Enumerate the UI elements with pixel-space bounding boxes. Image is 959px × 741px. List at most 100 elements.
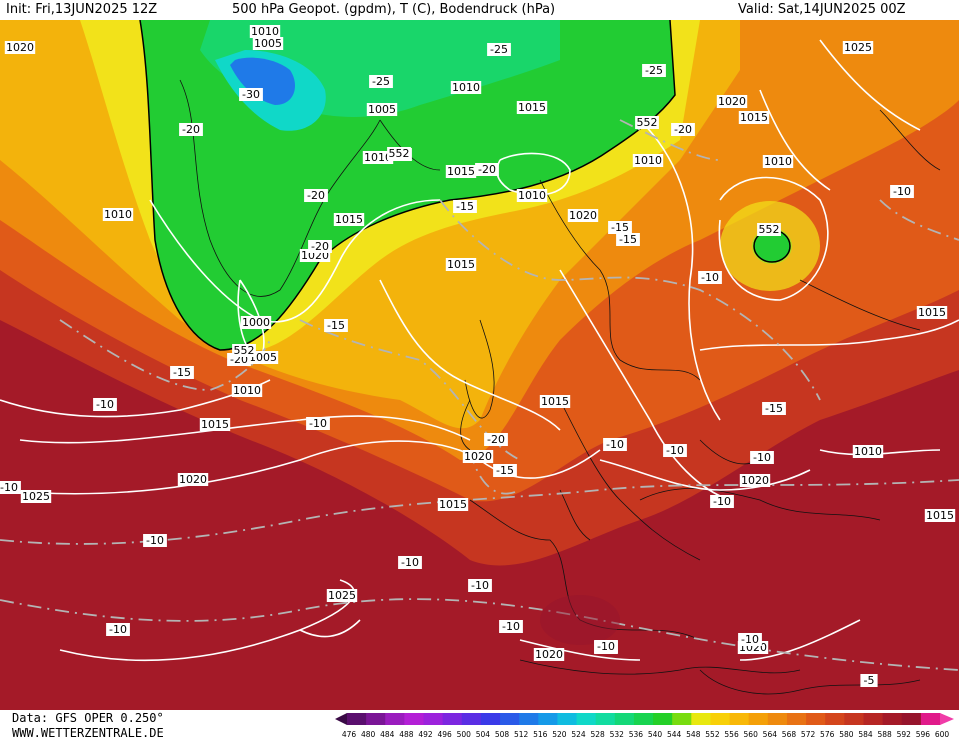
data-source: Data: GFS OPER 0.250° [12,711,164,725]
temperature-label-box [750,451,774,464]
height-label-box [232,344,256,357]
pressure-label-box [362,151,394,164]
colorbar-tick: 556 [724,730,739,739]
colorbar-tick: 496 [437,730,452,739]
temperature-label-box [860,674,878,687]
colorbar-tick: 480 [361,730,376,739]
pressure-label: 1020 [464,450,492,463]
temperature-label-box [143,534,167,547]
temperature-label-box [698,271,722,284]
temperature-label: -5 [864,674,875,687]
temperature-label: -10 [753,451,771,464]
colorbar-swatch [863,713,884,725]
pressure-label: 1010 [518,189,546,202]
pressure-label: 1015 [447,258,475,271]
colorbar-tick: 532 [610,730,625,739]
temperature-label: -10 [401,556,419,569]
colorbar-tick: 492 [418,730,433,739]
pressure-label-box [445,258,477,271]
map-footer: Data: GFS OPER 0.250° WWW.WETTERZENTRALE… [0,710,959,741]
temperature-label: -10 [701,271,719,284]
pressure-label-box [177,473,209,486]
temperature-label-box [616,233,640,246]
temperature-label: -15 [496,464,514,477]
pressure-label: 1000 [242,316,270,329]
colorbar-tick: 504 [476,730,491,739]
colorbar-tick: 508 [495,730,510,739]
pressure-label: 1025 [328,589,356,602]
temperature-label: -20 [487,433,505,446]
weather-map: 1010100510201010100510101015101010151020… [0,20,959,710]
colorbar-swatch [806,713,826,725]
colorbar-tick: 584 [858,730,873,739]
colorbar-swatch [500,713,520,725]
height-label-box [635,116,659,129]
colorbar-swatch [423,713,444,725]
colorbar-tick: 592 [897,730,912,739]
pressure-label: 1020 [535,648,563,661]
pressure-label: 1015 [918,306,946,319]
colorbar-swatch [901,713,922,725]
pressure-label-box [199,418,231,431]
colorbar-swatch [595,713,616,725]
pressure-label-box [450,81,482,94]
colorbar-swatch [633,713,654,725]
pressure-label: 1015 [740,111,768,124]
pressure-label-box [20,490,52,503]
height-label: 552 [389,147,410,160]
temperature-label: -10 [666,444,684,457]
pressure-label: 1005 [254,37,282,50]
colorbar-tick: 484 [380,730,395,739]
pressure-label: 1010 [764,155,792,168]
pressure-label-box [632,154,664,167]
colorbar-swatch [710,713,731,725]
temperature-label-box [304,189,328,202]
temperature-label-box [762,402,786,415]
pressure-label: 1010 [854,445,882,458]
height-label: 552 [234,344,255,357]
temperature-label: -15 [765,402,783,415]
temperature-label-box [324,319,348,332]
colorbar-tick: 488 [399,730,414,739]
colorbar-tick: 520 [552,730,567,739]
pressure-label-box [231,384,263,397]
colorbar-swatch [576,713,597,725]
colorbar-arrow-left [335,713,347,725]
pressure-label-box [516,189,548,202]
colorbar-tick: 524 [571,730,586,739]
temperature-label-box [475,163,499,176]
temperature-label-box [308,240,332,253]
pressure-label-box [762,155,794,168]
pressure-label: 1015 [518,101,546,114]
colorbar-swatch [920,713,941,725]
temperature-label-box [890,185,914,198]
temperature-label: -20 [478,163,496,176]
temperature-label-box [493,464,517,477]
colorbar-swatch [461,713,482,725]
temperature-label-box [93,398,117,411]
temperature-label: -25 [645,64,663,77]
pressure-label: 1020 [569,209,597,222]
pressure-label-box [437,498,469,511]
pressure-label-box [366,103,398,116]
pressure-label-box [567,209,599,222]
colorbar-tick: 588 [877,730,892,739]
pressure-label-box [249,25,281,38]
temperature-label: -20 [311,240,329,253]
temperature-labels: -30-25-25-25-20-20-20-20-15-20-20-15-15-… [0,43,914,687]
colorbar-tick: 564 [763,730,778,739]
pressure-label-box [516,101,548,114]
colorbar-tick: 576 [820,730,835,739]
temperature-label: -15 [173,366,191,379]
pressure-label-box [4,41,36,54]
pressure-label-box [716,95,748,108]
temperature-label-box [0,481,21,494]
colorbar-swatch [404,713,425,725]
pressure-label: 1015 [541,395,569,408]
pressure-label: 1025 [844,41,872,54]
pressure-labels: 1010100510201010100510101015101010151020… [4,25,956,661]
colorbar-tick: 544 [667,730,682,739]
colorbar-swatch [366,713,386,725]
colorbar-swatch [786,713,807,725]
colorbar-tick: 512 [514,730,529,739]
